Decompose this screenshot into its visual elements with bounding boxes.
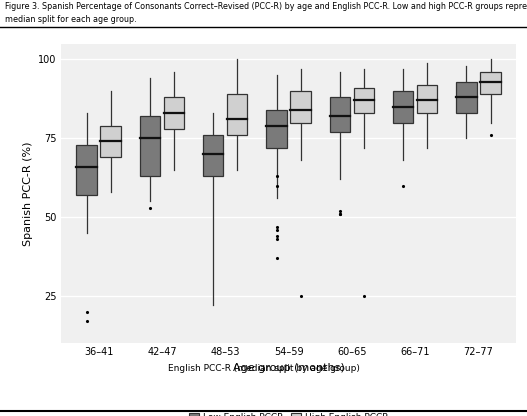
Bar — [203, 135, 223, 176]
Bar — [140, 116, 160, 176]
Bar — [481, 72, 501, 94]
Bar — [76, 145, 96, 195]
Bar — [266, 110, 287, 148]
Bar — [164, 97, 184, 129]
Bar — [330, 97, 350, 132]
Bar — [417, 85, 437, 113]
Text: Figure 3. Spanish Percentage of Consonants Correct–Revised (PCC-R) by age and En: Figure 3. Spanish Percentage of Consonan… — [5, 2, 527, 11]
X-axis label: Age group (months): Age group (months) — [232, 363, 345, 373]
Bar — [101, 126, 121, 157]
Bar — [456, 82, 476, 113]
Bar — [354, 88, 374, 113]
Y-axis label: Spanish PCC-R (%): Spanish PCC-R (%) — [23, 141, 33, 246]
Bar — [393, 91, 413, 122]
Bar — [227, 94, 247, 135]
Bar — [290, 91, 311, 122]
Text: median split for each age group.: median split for each age group. — [5, 15, 137, 24]
Legend: Low English PCCR, High English PCCR: Low English PCCR, High English PCCR — [187, 411, 391, 416]
Text: English PCC-R (median split by age group): English PCC-R (median split by age group… — [168, 364, 359, 373]
